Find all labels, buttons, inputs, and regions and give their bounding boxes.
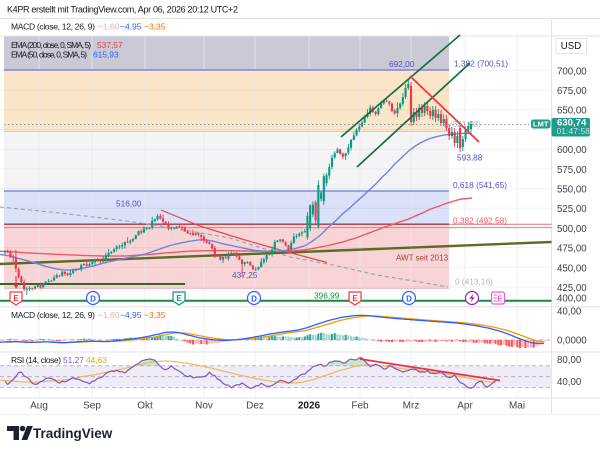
svg-text:E: E [176, 294, 182, 303]
svg-text:−3,35: −3,35 [144, 22, 166, 32]
svg-text:01:47:58: 01:47:58 [557, 126, 591, 136]
svg-text:40,00: 40,00 [557, 306, 582, 317]
svg-text:2026: 2026 [298, 401, 321, 412]
svg-text:E: E [352, 294, 358, 303]
svg-text:E: E [13, 294, 19, 303]
svg-text:Aug: Aug [30, 401, 48, 412]
svg-text:−4,95: −4,95 [120, 22, 142, 32]
svg-text:40,00: 40,00 [557, 377, 582, 388]
svg-text:550,00: 550,00 [557, 185, 587, 196]
svg-text:0 (413,16): 0 (413,16) [455, 277, 493, 287]
svg-text:MACD (close, 12, 26, 9): MACD (close, 12, 26, 9) [11, 22, 95, 32]
svg-text:EMA (200, close, 0, SMA, 5): EMA (200, close, 0, SMA, 5) [11, 40, 91, 50]
svg-text:Mai: Mai [509, 401, 525, 412]
svg-text:AWT seit 2013: AWT seit 2013 [396, 254, 449, 263]
svg-text:1,382 (700,51): 1,382 (700,51) [454, 59, 508, 69]
svg-text:593,88: 593,88 [457, 153, 483, 163]
svg-text:0,382 (492,58): 0,382 (492,58) [453, 216, 507, 226]
svg-text:0,0000: 0,0000 [557, 335, 587, 346]
svg-text:RSI (14, close): RSI (14, close) [11, 355, 61, 365]
svg-text:Dez: Dez [246, 401, 264, 412]
svg-text:Nov: Nov [195, 401, 213, 412]
svg-text:MACD (close, 12, 26, 9): MACD (close, 12, 26, 9) [11, 310, 95, 320]
svg-text:400,00: 400,00 [557, 293, 587, 304]
svg-text:450,00: 450,00 [557, 263, 587, 274]
svg-text:TradingView: TradingView [33, 426, 113, 441]
svg-text:650,00: 650,00 [557, 105, 587, 116]
svg-text:475,00: 475,00 [557, 244, 587, 255]
svg-text:−3,35: −3,35 [144, 310, 166, 320]
svg-text:D: D [406, 294, 412, 303]
svg-text:396,99: 396,99 [314, 291, 340, 301]
svg-text:−1,60: −1,60 [98, 22, 120, 32]
svg-text:51,27: 51,27 [63, 355, 84, 365]
svg-text:575,00: 575,00 [557, 165, 587, 176]
svg-text:E: E [497, 294, 503, 303]
svg-text:K4PR erstellt mit TradingView.: K4PR erstellt mit TradingView.com, Apr 0… [7, 5, 238, 15]
svg-text:500,00: 500,00 [557, 224, 587, 235]
svg-text:425,00: 425,00 [557, 283, 587, 294]
svg-text:Apr: Apr [457, 401, 473, 412]
svg-text:516,00: 516,00 [116, 199, 142, 209]
svg-text:Okt: Okt [137, 401, 153, 412]
svg-text:EMA (50, close, 0, SMA, 5): EMA (50, close, 0, SMA, 5) [11, 50, 87, 60]
svg-text:LMT: LMT [533, 120, 549, 129]
svg-text:D: D [90, 294, 96, 303]
svg-text:600,00: 600,00 [557, 145, 587, 156]
svg-text:615,93: 615,93 [93, 50, 119, 60]
svg-text:−1,60: −1,60 [98, 310, 120, 320]
svg-text:44,63: 44,63 [86, 355, 107, 365]
svg-text:525,00: 525,00 [557, 204, 587, 215]
svg-text:700,00: 700,00 [557, 66, 587, 77]
svg-text:80,00: 80,00 [557, 355, 582, 366]
svg-text:537,57: 537,57 [97, 40, 123, 50]
svg-text:675,00: 675,00 [557, 86, 587, 97]
svg-text:USD: USD [561, 41, 581, 52]
svg-text:−4,95: −4,95 [120, 310, 142, 320]
svg-text:692,00: 692,00 [389, 59, 415, 69]
svg-text:D: D [251, 294, 257, 303]
svg-text:Feb: Feb [351, 401, 369, 412]
svg-text:0,618 (541,65): 0,618 (541,65) [453, 180, 507, 190]
svg-text:Mrz: Mrz [403, 401, 420, 412]
svg-text:437,25: 437,25 [232, 270, 258, 280]
svg-text:Sep: Sep [83, 401, 101, 412]
